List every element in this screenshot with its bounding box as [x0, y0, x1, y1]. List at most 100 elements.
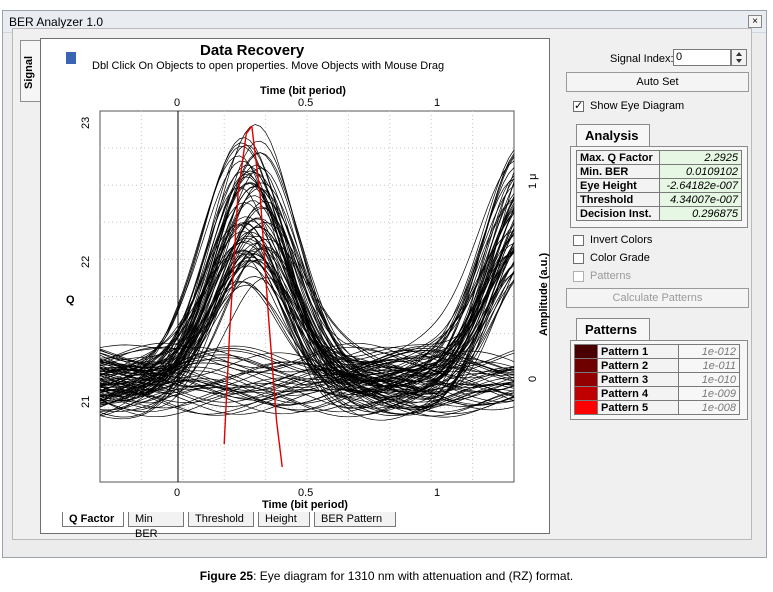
bottom-tick-1: 1 — [434, 487, 441, 499]
pattern-row-1[interactable]: Pattern 1 1e-012 — [574, 344, 741, 359]
eye-height-key: Eye Height — [575, 178, 661, 193]
top-axis-title: Time (bit period) — [260, 85, 346, 97]
tab-min-ber[interactable]: Min BER — [128, 512, 184, 540]
pattern-4-value: 1e-009 — [677, 386, 741, 401]
pattern-5-value: 1e-008 — [677, 400, 741, 415]
analysis-table: Max. Q Factor 2.2925 Min. BER 0.0109102 Ey… — [575, 150, 742, 221]
analysis-row-min-ber: Min. BER 0.0109102 — [575, 164, 742, 179]
signal-index-label: Signal Index: — [610, 53, 674, 65]
pattern-3-value: 1e-010 — [677, 372, 741, 387]
tab-q-factor[interactable]: Q Factor — [62, 512, 124, 527]
pattern-2-value: 1e-011 — [677, 358, 741, 373]
calculate-patterns-button[interactable]: Calculate Patterns — [566, 288, 749, 308]
min-ber-key: Min. BER — [575, 164, 661, 179]
invert-colors-checkbox[interactable] — [573, 235, 584, 246]
max-q-value: 2.2925 — [659, 150, 742, 165]
bottom-tick-0: 0 — [174, 487, 181, 499]
pattern-1-swatch — [574, 344, 598, 359]
pattern-5-swatch — [574, 400, 598, 415]
analysis-tab[interactable]: Analysis — [576, 124, 650, 146]
eye-trace — [99, 279, 515, 418]
plot-title: Data Recovery — [200, 42, 305, 59]
patterns-label: Patterns — [590, 270, 631, 282]
pattern-4-name: Pattern 4 — [597, 386, 679, 401]
eye-trace — [99, 182, 515, 416]
eye-trace — [99, 152, 515, 375]
spin-up-icon[interactable] — [736, 52, 742, 56]
q-factor-curve — [251, 126, 283, 467]
pattern-3-swatch — [574, 372, 598, 387]
q-factor-curves — [223, 125, 283, 467]
eye-trace — [99, 246, 515, 417]
left-axis-title: Q — [66, 294, 75, 306]
eye-trace — [99, 140, 515, 374]
color-grade-label: Color Grade — [590, 252, 650, 264]
eye-trace — [99, 193, 515, 413]
eye-trace — [99, 171, 515, 383]
analysis-row-threshold: Threshold 4.34007e-007 — [575, 192, 742, 207]
decision-inst-key: Decision Inst. — [575, 206, 661, 221]
eye-trace — [99, 207, 515, 383]
figure-caption-label: Figure 25 — [199, 569, 254, 583]
bottom-tick-0-5: 0.5 — [298, 487, 314, 499]
threshold-value: 4.34007e-007 — [659, 192, 742, 207]
patterns-tab[interactable]: Patterns — [576, 318, 650, 340]
pattern-row-3[interactable]: Pattern 3 1e-010 — [574, 372, 741, 387]
eye-trace — [99, 232, 515, 416]
eye-trace — [99, 253, 515, 421]
pattern-row-5[interactable]: Pattern 5 1e-008 — [574, 400, 741, 415]
eye-trace — [99, 222, 515, 416]
auto-set-button[interactable]: Auto Set — [566, 72, 749, 92]
analysis-row-eye-height: Eye Height -2.64182e-007 — [575, 178, 742, 193]
figure-caption-text: : Eye diagram for 1310 nm with attenuati… — [253, 569, 574, 583]
show-eye-diagram-checkbox[interactable] — [573, 99, 584, 112]
eye-traces — [99, 124, 515, 421]
eye-trace — [99, 178, 515, 398]
color-grade-checkbox[interactable] — [573, 253, 584, 264]
eye-trace — [99, 384, 515, 411]
eye-trace — [99, 238, 515, 370]
show-eye-diagram-label: Show Eye Diagram — [590, 100, 685, 112]
threshold-key: Threshold — [575, 192, 661, 207]
tab-ber-pattern[interactable]: BER Pattern — [314, 512, 396, 527]
patterns-checkbox[interactable] — [573, 271, 584, 282]
pattern-2-swatch — [574, 358, 598, 373]
tab-threshold[interactable]: Threshold — [188, 512, 254, 527]
eye-trace — [99, 277, 515, 409]
analysis-row-max-q: Max. Q Factor 2.2925 — [575, 150, 742, 165]
signal-index-input[interactable]: 0 — [673, 49, 731, 66]
top-tick-0-5: 0.5 — [298, 97, 314, 109]
eye-trace — [99, 249, 515, 402]
plot-instructions: Dbl Click On Objects to open properties.… — [92, 60, 445, 72]
eye-trace — [99, 231, 515, 382]
bottom-axis-title: Time (bit period) — [262, 499, 348, 511]
eye-trace — [99, 247, 515, 398]
pattern-2-name: Pattern 2 — [597, 358, 679, 373]
q-factor-curve — [223, 125, 253, 445]
pattern-row-4[interactable]: Pattern 4 1e-009 — [574, 386, 741, 401]
document-icon[interactable] — [66, 52, 76, 64]
eye-trace — [99, 137, 515, 364]
tab-signal[interactable]: Signal — [20, 40, 40, 102]
eye-trace — [99, 198, 515, 388]
patterns-table: Pattern 1 1e-012 Pattern 2 1e-011 Pattern … — [574, 344, 741, 415]
eye-trace — [99, 152, 515, 366]
pattern-row-2[interactable]: Pattern 2 1e-011 — [574, 358, 741, 373]
pattern-5-name: Pattern 5 — [597, 400, 679, 415]
decision-inst-value: 0.296875 — [659, 206, 742, 221]
eye-height-value: -2.64182e-007 — [659, 178, 742, 193]
signal-index-spinner[interactable] — [731, 49, 747, 66]
analysis-row-decision: Decision Inst. 0.296875 — [575, 206, 742, 221]
top-tick-1: 1 — [434, 97, 441, 109]
max-q-key: Max. Q Factor — [575, 150, 661, 165]
pattern-4-swatch — [574, 386, 598, 401]
min-ber-value: 0.0109102 — [659, 164, 742, 179]
eye-trace — [99, 382, 515, 409]
spin-down-icon[interactable] — [736, 59, 742, 63]
eye-trace — [99, 170, 515, 388]
tab-height[interactable]: Height — [258, 512, 310, 527]
eye-trace — [99, 231, 515, 398]
eye-trace — [99, 181, 515, 387]
close-icon[interactable]: × — [748, 15, 762, 28]
